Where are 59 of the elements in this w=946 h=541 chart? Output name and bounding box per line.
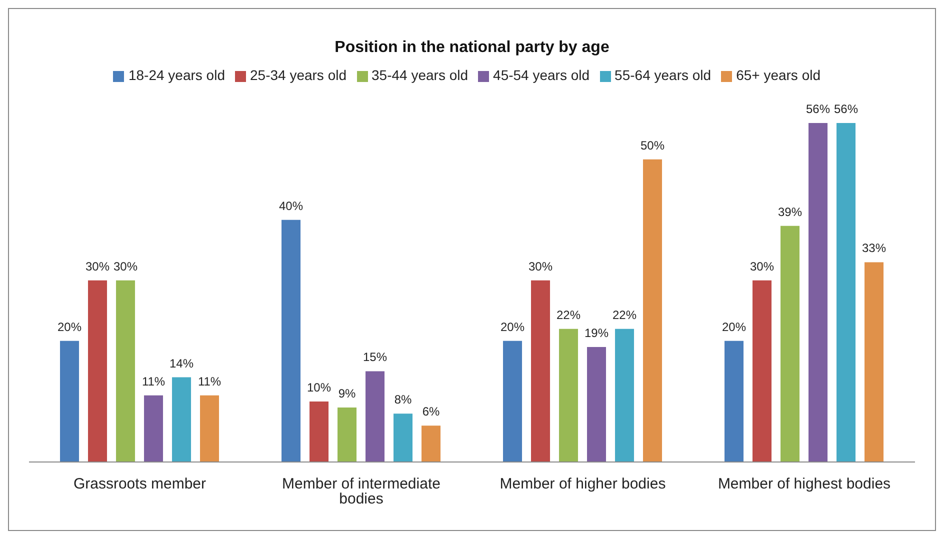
bar <box>310 401 329 462</box>
bar <box>422 426 441 462</box>
data-label: 8% <box>394 392 412 407</box>
bar <box>282 220 301 462</box>
data-label: 30% <box>85 259 110 274</box>
bar <box>724 340 744 462</box>
data-label: 10% <box>306 380 332 394</box>
data-label: 56% <box>834 102 858 116</box>
data-label: 56% <box>806 102 830 116</box>
bar <box>60 340 80 462</box>
bar <box>559 328 578 462</box>
data-label: 22% <box>612 308 637 322</box>
data-label: 30% <box>750 259 774 274</box>
bar <box>587 346 606 462</box>
data-label: 50% <box>640 138 665 152</box>
data-label: 6% <box>422 404 440 419</box>
bar <box>780 226 800 462</box>
legend-label: 45-54 years old <box>493 67 590 83</box>
data-label: 39% <box>778 204 802 219</box>
data-label: 40% <box>278 198 304 213</box>
data-label: 20% <box>57 320 82 334</box>
data-label: 33% <box>862 241 886 256</box>
bar <box>172 377 192 462</box>
data-label: 15% <box>362 350 388 364</box>
data-label: 19% <box>584 326 609 340</box>
bar <box>200 395 220 462</box>
bar <box>808 123 828 462</box>
legend-label: 35-44 years old <box>372 67 468 83</box>
x-tick-label: Member of higher bodies <box>500 476 666 493</box>
x-tick-label: Member of intermediate bodies <box>282 476 440 508</box>
chart-title: Position in the national party by age <box>334 39 610 57</box>
bar <box>643 159 662 462</box>
data-label: 20% <box>500 320 525 334</box>
bar <box>338 408 357 462</box>
legend-label: 65+ years old <box>736 67 821 83</box>
data-label: 20% <box>722 320 746 334</box>
data-label: 30% <box>113 259 138 274</box>
data-label: 14% <box>169 356 194 370</box>
bar <box>836 123 856 462</box>
bar <box>531 280 550 462</box>
legend-label: 25-34 years old <box>250 67 347 83</box>
bar <box>615 328 634 462</box>
bar <box>864 262 884 462</box>
bar <box>116 280 136 462</box>
bar <box>394 414 413 462</box>
bar <box>752 280 772 462</box>
data-label: 9% <box>338 386 356 401</box>
bar <box>366 371 385 462</box>
data-label: 11% <box>198 374 222 388</box>
legend-label: 18-24 years old <box>128 67 225 83</box>
bar <box>144 395 164 462</box>
bar <box>503 340 522 462</box>
x-tick-label: Grassroots member <box>73 476 206 493</box>
data-label: 30% <box>528 259 553 274</box>
data-label: 22% <box>556 308 581 322</box>
legend-label: 55-64 years old <box>614 67 712 83</box>
data-label: 11% <box>142 374 166 388</box>
x-tick-label: Member of highest bodies <box>718 476 891 493</box>
bar <box>88 280 108 462</box>
